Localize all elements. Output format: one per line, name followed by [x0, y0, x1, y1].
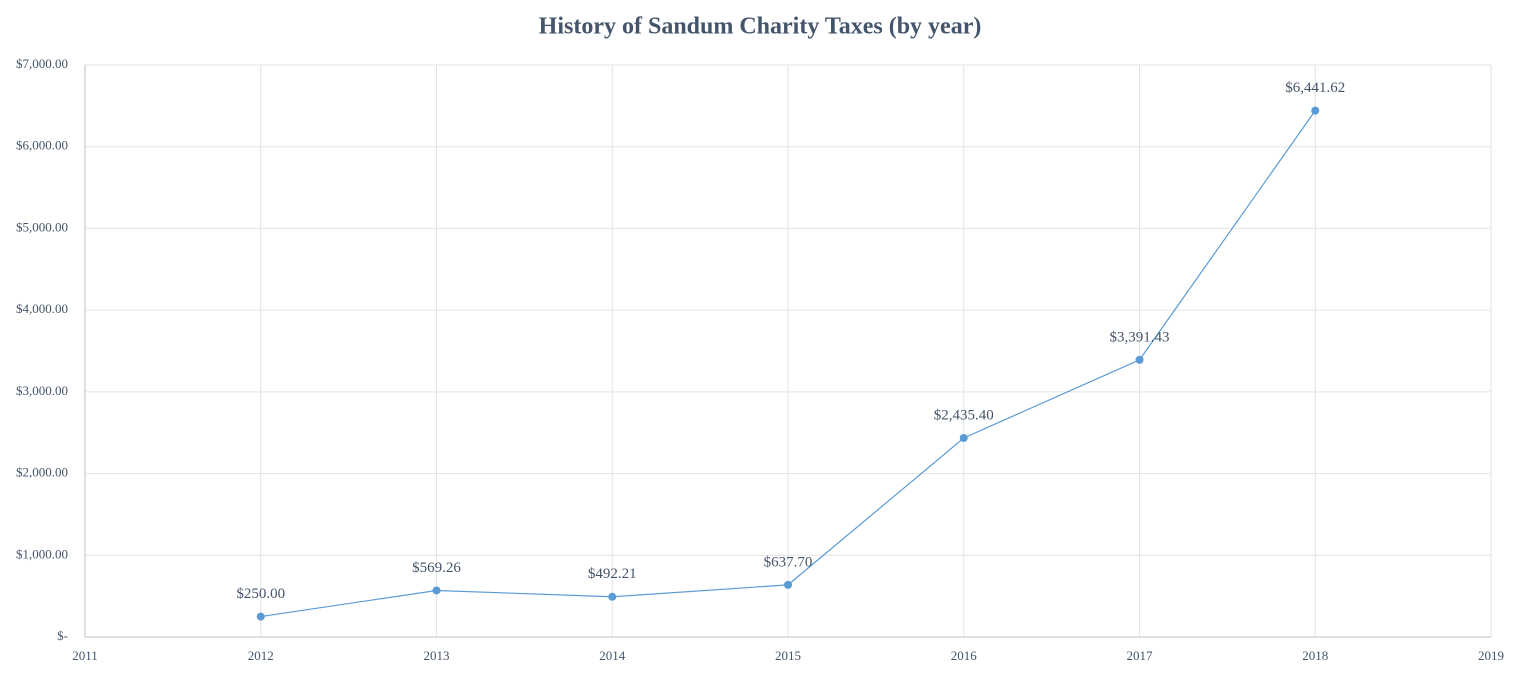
y-tick-label: $2,000.00: [16, 465, 68, 480]
x-tick-label: 2018: [1302, 648, 1328, 663]
y-tick-label: $4,000.00: [16, 301, 68, 316]
y-tick-label: $3,000.00: [16, 383, 68, 398]
data-point: [432, 586, 441, 595]
x-tick-label: 2016: [951, 648, 978, 663]
data-label: $492.21: [588, 566, 637, 582]
data-point: [608, 592, 617, 601]
data-label: $250.00: [236, 586, 285, 602]
y-tick-label: $1,000.00: [16, 546, 68, 561]
x-tick-label: 2019: [1478, 648, 1504, 663]
data-label: $6,441.62: [1285, 80, 1345, 96]
x-tick-label: 2013: [424, 648, 450, 663]
x-tick-label: 2012: [248, 648, 274, 663]
y-tick-label: $7,000.00: [16, 56, 68, 71]
data-label: $637.70: [764, 554, 813, 570]
data-point: [1311, 106, 1320, 115]
chart-title: History of Sandum Charity Taxes (by year…: [539, 14, 982, 40]
x-tick-label: 2011: [72, 648, 98, 663]
data-label: $3,391.43: [1110, 329, 1170, 345]
x-tick-label: 2015: [775, 648, 801, 663]
data-point: [784, 580, 792, 589]
data-label: $569.26: [412, 560, 461, 576]
data-point: [959, 433, 968, 442]
y-tick-label: $6,000.00: [16, 138, 68, 153]
data-point: [1135, 355, 1144, 364]
data-label: $2,435.40: [934, 407, 994, 423]
x-tick-label: 2017: [1127, 648, 1154, 663]
y-tick-label: $5,000.00: [16, 219, 68, 234]
data-point: [256, 612, 265, 621]
y-tick-label: $-: [57, 628, 68, 643]
x-tick-label: 2014: [599, 648, 626, 663]
